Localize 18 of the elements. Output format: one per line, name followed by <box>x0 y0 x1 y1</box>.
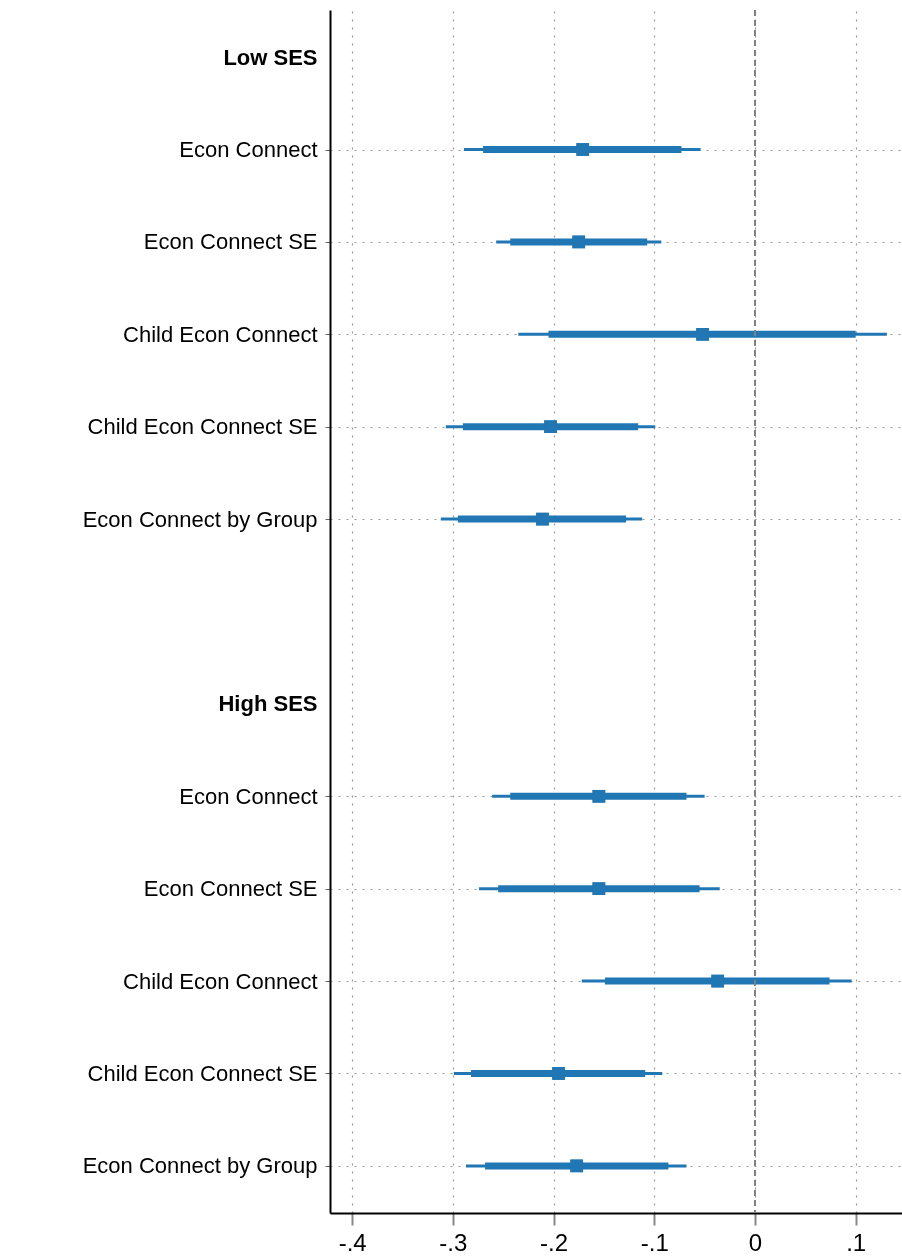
y-tick-label: Child Econ Connect SE <box>87 414 318 440</box>
y-tick-label: Econ Connect <box>179 137 318 163</box>
y-tick-label: Econ Connect SE <box>143 876 318 902</box>
y-tick-label: Child Econ Connect <box>123 321 318 347</box>
x-tick-label: -.4 <box>338 1228 367 1256</box>
x-tick-label: 0 <box>748 1228 763 1256</box>
y-tick-label: Child Econ Connect <box>123 968 318 994</box>
y-tick-label: Econ Connect by Group <box>82 506 318 532</box>
x-tick-label: .1 <box>846 1228 867 1256</box>
y-tick-label: Child Econ Connect SE <box>87 1060 318 1086</box>
x-tick-label: -.2 <box>540 1228 569 1256</box>
y-tick-label: Econ Connect by Group <box>82 1153 318 1179</box>
y-tick-label: Low SES <box>223 44 318 70</box>
y-tick-label: Econ Connect SE <box>143 229 318 255</box>
y-tick-label: High SES <box>218 691 318 717</box>
x-tick-label: -.1 <box>640 1228 669 1256</box>
x-tick-label: -.3 <box>439 1228 468 1256</box>
y-tick-label: Econ Connect <box>179 783 318 809</box>
